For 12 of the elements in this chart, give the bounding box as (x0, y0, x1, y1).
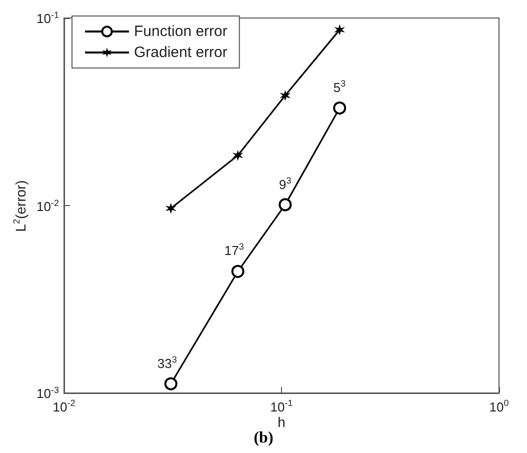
annotation: 33$^{3}$ (157, 354, 177, 371)
y-tick-label: 10$^{-2}$ (36, 197, 59, 214)
x-axis-title: h (278, 414, 286, 430)
legend-label: Gradient error (134, 44, 228, 61)
annotation: 17$^{3}$ (224, 242, 244, 258)
annotation: 5$^{3}$ (333, 78, 346, 96)
text: (b) (254, 430, 274, 446)
x-tick-label: 10$^{-1}$ (270, 398, 293, 414)
y-tick-label: 10$^{-1}$ (36, 10, 59, 26)
x-tick-label: 10$^{0}$ (489, 398, 509, 414)
legend-label: Function error (134, 23, 228, 40)
annotation: 9$^{3}$ (278, 175, 292, 192)
